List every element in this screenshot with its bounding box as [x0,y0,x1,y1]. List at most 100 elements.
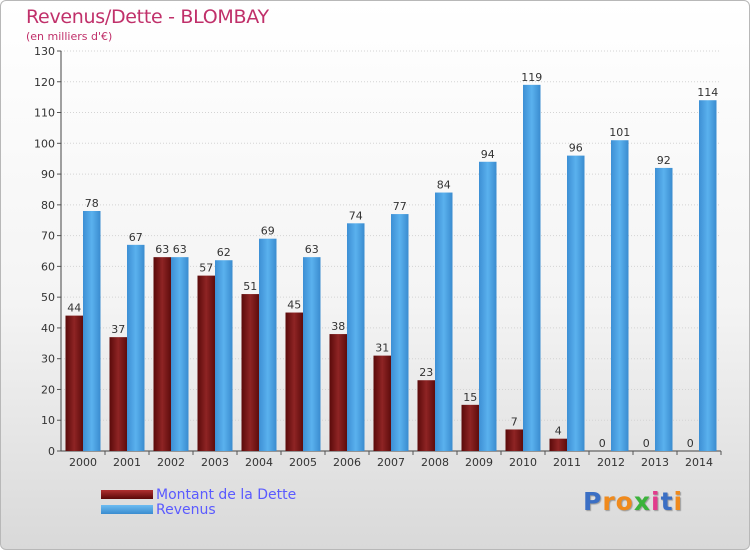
data-label-revenus: 119 [521,71,542,84]
bar-dette [65,315,83,451]
x-tick-label: 2013 [641,456,669,469]
x-tick-label: 2011 [553,456,581,469]
bar-dette [153,257,171,451]
bar-dette [461,404,479,451]
data-label-dette: 57 [199,262,213,275]
bar-revenus [435,192,453,452]
x-tick-label: 2012 [597,456,625,469]
y-tick-label: 60 [41,260,55,273]
y-tick-label: 20 [41,383,55,396]
data-label-revenus: 78 [85,197,99,210]
legend-swatch-dette [101,490,153,499]
data-label-revenus: 63 [173,243,187,256]
legend-label-revenus: Revenus [156,502,216,518]
data-label-dette: 0 [643,437,650,450]
x-tick-label: 2014 [685,456,713,469]
data-label-dette: 4 [555,425,562,438]
logo-letter: i [673,487,684,516]
data-label-revenus: 94 [481,148,495,161]
y-tick-label: 130 [34,45,55,58]
bar-revenus [611,140,629,451]
data-label-dette: 45 [287,299,301,312]
data-label-dette: 0 [599,437,606,450]
x-tick-label: 2000 [69,456,97,469]
bar-dette [285,312,303,451]
logo-letter: x [633,487,651,516]
data-label-dette: 38 [331,320,345,333]
x-tick-label: 2010 [509,456,537,469]
y-tick-label: 100 [34,137,55,150]
bar-revenus [347,223,365,451]
data-label-dette: 7 [511,415,518,428]
bar-revenus [83,211,101,451]
bar-dette [549,438,567,451]
logo-letter: t [660,487,674,516]
bar-revenus [303,257,321,451]
bar-revenus [699,100,717,451]
data-label-revenus: 84 [437,179,451,192]
bar-revenus [479,161,497,451]
data-label-revenus: 101 [609,126,630,139]
bar-revenus [523,84,541,451]
data-label-revenus: 63 [305,243,319,256]
y-tick-label: 120 [34,76,55,89]
bar-dette [329,334,347,451]
data-label-revenus: 96 [569,142,583,155]
data-label-revenus: 67 [129,231,143,244]
y-tick-label: 90 [41,168,55,181]
y-tick-label: 30 [41,353,55,366]
x-tick-label: 2001 [113,456,141,469]
x-tick-label: 2004 [245,456,273,469]
data-label-dette: 0 [687,437,694,450]
legend-label-dette: Montant de la Dette [156,487,297,503]
proxiti-logo: Proxiti [583,487,683,516]
bar-dette [197,275,215,451]
bar-dette [373,355,391,451]
data-label-revenus: 74 [349,209,363,222]
legend-swatch-revenus [101,505,153,514]
data-label-revenus: 62 [217,246,231,259]
logo-letter: i [651,487,661,516]
x-tick-label: 2009 [465,456,493,469]
data-label-dette: 23 [419,366,433,379]
data-label-dette: 15 [463,391,477,404]
y-tick-label: 110 [34,107,55,120]
y-tick-label: 0 [48,445,55,458]
bar-dette [417,380,435,451]
x-tick-label: 2003 [201,456,229,469]
y-tick-label: 80 [41,199,55,212]
bar-dette [241,294,259,451]
bar-dette [505,429,523,451]
data-label-dette: 44 [67,302,81,315]
x-tick-label: 2006 [333,456,361,469]
bar-revenus [215,260,233,451]
data-label-revenus: 69 [261,225,275,238]
y-tick-label: 40 [41,322,55,335]
data-label-revenus: 92 [657,154,671,167]
chart-title: Revenus/Dette - BLOMBAY [26,6,269,28]
y-tick-label: 50 [41,291,55,304]
bar-revenus [171,257,189,451]
bar-dette [109,337,127,451]
logo-letter: o [615,487,634,516]
bar-revenus [127,244,145,451]
bar-revenus [655,167,673,451]
bar-revenus [391,214,409,451]
data-label-revenus: 77 [393,200,407,213]
data-label-dette: 31 [375,342,389,355]
logo-letter: P [583,487,603,516]
logo-letter: r [602,487,616,516]
data-label-dette: 37 [111,323,125,336]
x-tick-label: 2002 [157,456,185,469]
bar-revenus [567,155,585,451]
x-tick-label: 2008 [421,456,449,469]
y-tick-label: 70 [41,230,55,243]
y-tick-label: 10 [41,414,55,427]
x-tick-label: 2005 [289,456,317,469]
data-label-revenus: 114 [697,86,718,99]
data-label-dette: 63 [155,243,169,256]
chart-subtitle: (en milliers d'€) [26,30,113,43]
x-tick-label: 2007 [377,456,405,469]
